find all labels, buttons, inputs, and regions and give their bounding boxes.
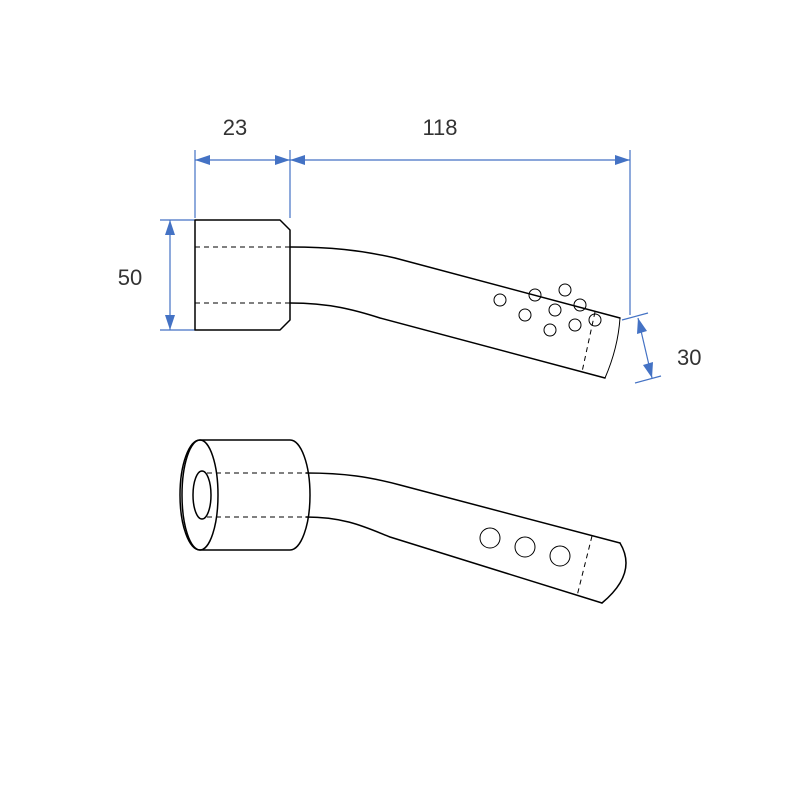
dimension-50: 50 xyxy=(118,220,195,330)
bottom-shaft-top-edge xyxy=(306,473,620,543)
dimension-30-label: 30 xyxy=(677,345,701,370)
bottom-view-grip-dots xyxy=(480,528,570,566)
bottom-head-outer xyxy=(180,440,310,550)
bottom-head-front-face xyxy=(182,440,218,550)
top-shaft-bottom-edge xyxy=(290,303,605,378)
dimension-50-label: 50 xyxy=(118,265,142,290)
top-view-grip-dots xyxy=(494,284,601,336)
top-shaft-end-cap xyxy=(605,318,620,378)
dimension-118-label: 118 xyxy=(422,115,457,140)
engineering-drawing: 23 118 50 30 xyxy=(0,0,800,800)
top-head-outline xyxy=(195,220,290,330)
bottom-head-bore xyxy=(193,471,211,519)
dimension-23-label: 23 xyxy=(223,115,247,140)
bottom-shaft-bottom-edge xyxy=(306,517,602,603)
dimension-118: 118 xyxy=(290,115,630,315)
bottom-view xyxy=(180,440,626,603)
dimension-30: 30 xyxy=(622,313,701,383)
dimension-23: 23 xyxy=(195,115,290,218)
bottom-shaft-end-cap xyxy=(602,543,626,603)
top-view xyxy=(195,220,620,378)
